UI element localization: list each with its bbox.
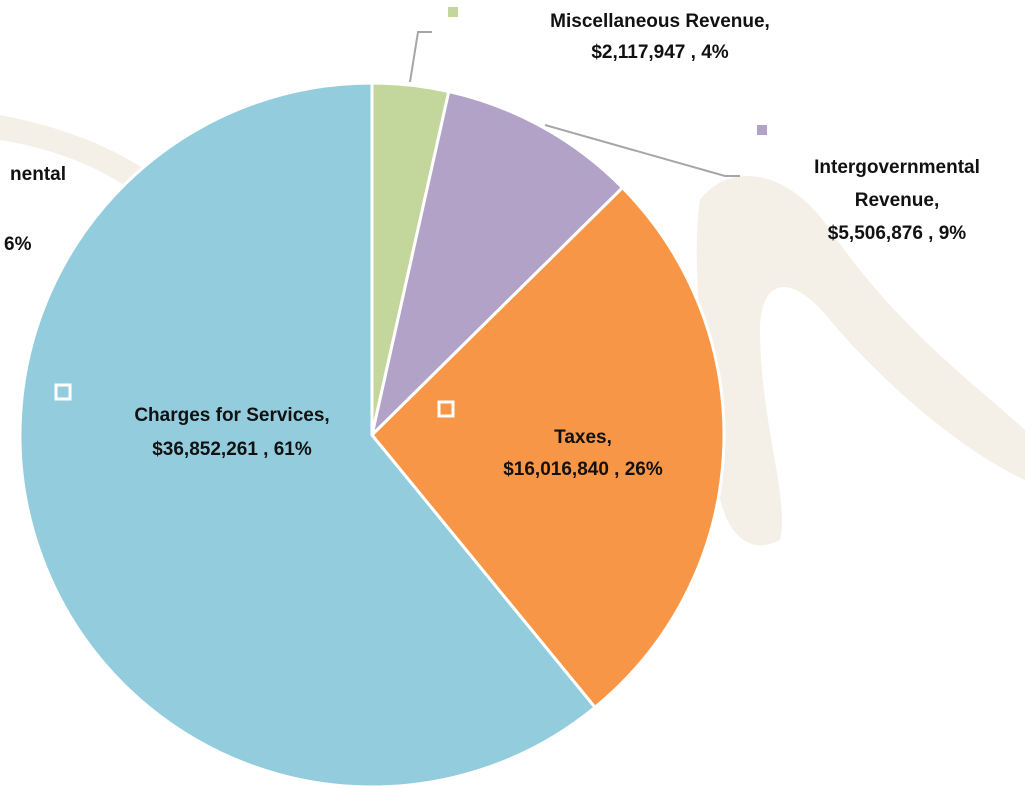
background-swoosh [0, 115, 1025, 546]
data-label-line: Intergovernmental [814, 157, 980, 178]
legend-key [757, 125, 767, 135]
annotation: nental [10, 164, 66, 185]
label-marker [437, 400, 455, 418]
leader-line [544, 124, 740, 177]
data-label-name: Taxes, [554, 427, 612, 448]
pie-slice [369, 185, 726, 710]
leader-line [409, 31, 432, 83]
data-label-name: Charges for Services, [134, 405, 329, 426]
data-label-line: Revenue, [855, 190, 939, 211]
pie-slice [369, 89, 625, 440]
data-label-name: Miscellaneous Revenue, [550, 11, 770, 32]
data-label-name: Intergovernmental Revenue, [814, 157, 980, 211]
data-label-value: $16,016,840 , 26% [503, 459, 663, 480]
legend-key [448, 7, 458, 17]
annotation: 6% [4, 234, 32, 255]
data-label-value: $2,117,947 , 4% [591, 42, 728, 63]
data-label-value: $5,506,876 , 9% [828, 223, 966, 244]
data-label-value: $36,852,261 , 61% [152, 439, 312, 460]
label-marker [54, 383, 72, 401]
pie-slice [18, 81, 598, 789]
